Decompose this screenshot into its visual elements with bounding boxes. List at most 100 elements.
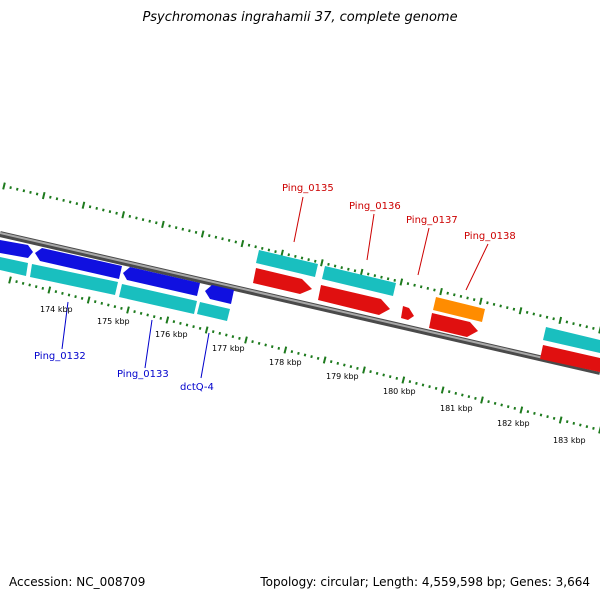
gene-red-4[interactable] [429,313,478,337]
minor-tick [415,381,418,385]
gene-blue-1[interactable] [0,240,33,258]
minor-tick [565,420,569,424]
gene-cyan-6[interactable] [543,327,600,353]
gene-label-ping-0136[interactable]: Ping_0136 [349,201,401,212]
map-title: Psychromonas ingrahamii 37, complete gen… [142,10,458,25]
minor-tick [454,391,458,395]
gene-label-ping-0138[interactable]: Ping_0138 [464,231,516,242]
gene-red-5[interactable] [540,345,600,372]
minor-tick [433,288,436,292]
gene-label-ping-0133[interactable]: Ping_0133 [117,369,169,380]
major-tick [519,406,524,414]
gene-label-ping-0135[interactable]: Ping_0135 [282,183,334,194]
minor-tick [369,370,372,374]
minor-tick [347,267,350,271]
gene-label-dctq-4[interactable]: dctQ-4 [180,382,214,393]
minor-tick [486,301,489,305]
gene-label-ping-0132[interactable]: Ping_0132 [34,351,86,362]
major-tick [558,316,563,325]
minor-tick [194,230,198,234]
minor-tick [152,315,156,319]
minor-tick [533,411,536,415]
minor-tick [349,365,353,369]
minor-tick [492,302,496,306]
major-tick [161,220,165,229]
minor-tick [366,272,370,276]
minor-tick [62,198,65,202]
genome-backbone [0,231,600,375]
major-tick [283,346,288,354]
minor-tick [80,296,84,300]
gene-orange-ping-0138[interactable] [433,297,485,322]
minor-tick [29,190,32,194]
minor-tick [211,330,215,334]
minor-tick [264,343,267,347]
minor-tick [188,229,191,233]
minor-tick [55,197,59,201]
major-tick [86,296,91,304]
minor-tick [413,283,416,287]
minor-tick [333,264,337,268]
minor-tick [316,356,320,360]
minor-tick [141,218,145,222]
major-tick [41,191,46,200]
gene-red-ping-0137[interactable] [401,306,414,320]
minor-tick [179,321,182,325]
major-tick [165,316,170,324]
minor-tick [227,238,231,242]
minor-tick [231,335,235,339]
minor-tick [28,283,31,287]
tick-row-lower [8,276,600,434]
minor-tick [506,306,509,310]
gene-label-ping-0137[interactable]: Ping_0137 [406,215,458,226]
scale-label: 174 kbp [40,305,73,314]
gene-blue-ping-0132[interactable] [35,248,122,279]
gene-red-1[interactable] [253,268,312,294]
gene-cyan-1[interactable] [0,257,28,276]
minor-tick [146,313,149,317]
minor-tick [102,208,105,212]
minor-tick [467,395,471,399]
minor-tick [67,293,71,297]
minor-tick [174,226,178,230]
minor-tick [192,325,195,329]
minor-tick [408,380,412,384]
minor-tick [238,336,241,340]
gene-cyan-3[interactable] [119,284,197,314]
scale-label: 181 kbp [440,404,473,413]
red-genes [253,268,600,372]
minor-tick [525,310,529,314]
minor-tick [585,425,589,429]
minor-tick [419,285,423,289]
minor-tick [133,310,136,314]
minor-tick [95,206,98,210]
tick-row-upper [2,182,600,334]
gene-cyan-2[interactable] [30,264,118,295]
minor-tick [373,274,377,278]
minor-tick [120,306,123,310]
minor-tick [310,355,313,359]
major-tick [200,230,205,238]
minor-tick [453,293,456,297]
minor-tick [225,333,228,337]
minor-tick [393,278,396,282]
minor-tick [552,317,555,321]
gene-blue-dctq-4[interactable] [205,285,234,304]
major-tick [401,376,406,384]
gene-labels-top: Ping_0135 Ping_0136 Ping_0137 Ping_0138 [282,183,516,242]
minor-tick [297,351,300,355]
major-tick [2,182,6,190]
minor-tick [539,413,543,417]
major-tick [518,307,523,315]
gene-cyan-ping-0136[interactable] [322,266,396,296]
gene-red-2[interactable] [318,285,390,315]
major-tick [480,396,484,404]
gene-cyan-ping-0135[interactable] [256,250,318,277]
gene-cyan-4[interactable] [197,302,230,321]
minor-tick [185,323,189,327]
minor-tick [592,326,595,330]
major-tick [81,201,86,209]
minor-tick [234,240,238,244]
minor-tick [386,277,390,281]
gene-blue-ping-0133[interactable] [123,267,200,296]
